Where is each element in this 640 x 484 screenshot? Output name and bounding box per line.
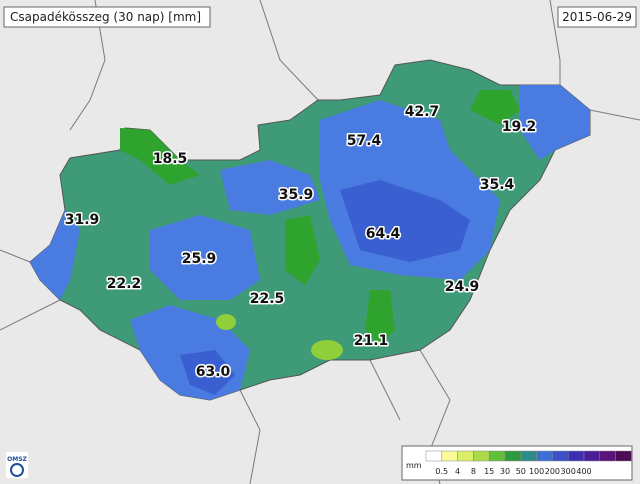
legend: mm 0.5 4 8 15 30 50 100 200 300 400: [401, 445, 633, 481]
legend-label: 50: [516, 467, 526, 476]
legend-label: 300: [561, 467, 576, 476]
title-box: [3, 6, 211, 28]
legend-swatch: [504, 450, 522, 462]
legend-label: 30: [500, 467, 510, 476]
legend-swatch: [615, 450, 632, 462]
station-value: 21.1: [354, 333, 389, 349]
legend-unit: mm: [406, 461, 422, 470]
station-value: 19.2: [502, 119, 537, 135]
legend-label: 4: [455, 467, 460, 476]
station-value: 24.9: [445, 279, 480, 295]
legend-swatch: [567, 450, 585, 462]
legend-swatch: [473, 450, 490, 462]
legend-swatch: [536, 450, 553, 462]
legend-label: 0.5: [435, 467, 448, 476]
legend-swatch: [457, 450, 474, 462]
station-value: 57.4: [347, 133, 382, 149]
legend-swatch: [441, 450, 458, 462]
legend-label: 200: [545, 467, 560, 476]
legend-swatches: 0.5 4 8 15 30 50 100 200 300 400: [425, 450, 632, 476]
map-title: Csapadékösszeg (30 nap) [mm]: [10, 10, 201, 24]
station-value: 64.4: [366, 226, 401, 242]
station-value: 63.0: [196, 364, 231, 380]
date: 2015-06-29: [562, 10, 632, 24]
legend-label: 8: [471, 467, 476, 476]
station-value: 35.9: [279, 187, 314, 203]
station-value: 35.4: [480, 177, 515, 193]
station-value: 31.9: [65, 212, 100, 228]
logo-text: OMSZ: [7, 456, 27, 463]
legend-label: 400: [576, 467, 591, 476]
station-value: 18.5: [153, 151, 188, 167]
legend-swatch: [583, 450, 601, 462]
legend-swatch: [488, 450, 506, 462]
logo-mark: [10, 463, 24, 477]
station-value: 42.7: [405, 104, 440, 120]
precipitation-areas: [30, 85, 590, 400]
station-labels: 18.5 42.7 19.2 57.4 35.4 31.9 35.9 64.4 25.9 22.2…: [63, 103, 538, 382]
legend-swatch: [425, 450, 443, 462]
date-box: [557, 6, 637, 28]
legend-swatch: [520, 450, 537, 462]
station-value: 22.5: [250, 291, 285, 307]
legend-label: 100: [529, 467, 544, 476]
station-value: 25.9: [182, 251, 217, 267]
legend-label: 15: [484, 467, 494, 476]
logo: OMSZ: [6, 452, 28, 478]
station-value: 22.2: [107, 276, 142, 292]
legend-swatch: [599, 450, 616, 462]
legend-swatch: [552, 450, 569, 462]
